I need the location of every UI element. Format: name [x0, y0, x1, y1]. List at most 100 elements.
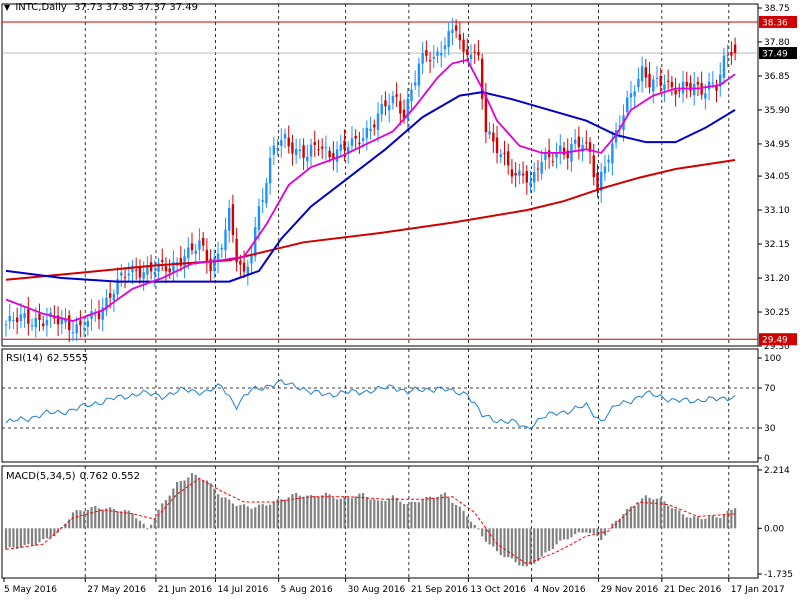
candle-bull[interactable]	[8, 315, 11, 322]
macd-bar[interactable]	[350, 498, 354, 529]
macd-bar[interactable]	[257, 504, 261, 529]
macd-bar[interactable]	[328, 494, 331, 529]
candle-bull[interactable]	[146, 266, 149, 275]
candle-bull[interactable]	[421, 53, 424, 64]
candle-bull[interactable]	[414, 82, 417, 86]
macd-bar[interactable]	[391, 495, 394, 529]
candle-bull[interactable]	[142, 272, 145, 279]
candle-bear[interactable]	[15, 317, 19, 323]
candle-bear[interactable]	[566, 150, 569, 159]
candle-bull[interactable]	[469, 54, 473, 60]
candle-bull[interactable]	[570, 144, 573, 162]
candle-bull[interactable]	[101, 307, 104, 320]
macd-bar[interactable]	[406, 503, 409, 529]
macd-bar[interactable]	[510, 528, 514, 559]
macd-bar[interactable]	[410, 501, 413, 529]
macd-bar[interactable]	[34, 528, 37, 546]
candle-bear[interactable]	[477, 51, 480, 56]
macd-bar[interactable]	[440, 494, 443, 529]
candle-bull[interactable]	[369, 128, 372, 132]
macd-bar[interactable]	[395, 497, 398, 529]
macd-bar[interactable]	[722, 514, 726, 529]
macd-bar[interactable]	[19, 528, 22, 548]
candle-bear[interactable]	[458, 34, 462, 41]
macd-bar[interactable]	[458, 506, 461, 529]
candle-bear[interactable]	[659, 75, 662, 86]
macd-bar[interactable]	[648, 497, 651, 529]
macd-bar[interactable]	[302, 496, 305, 529]
macd-bar[interactable]	[667, 505, 670, 529]
candle-bull[interactable]	[12, 319, 15, 321]
candle-bull[interactable]	[216, 253, 220, 262]
macd-bar[interactable]	[112, 509, 115, 529]
macd-bar[interactable]	[313, 495, 316, 529]
macd-bar[interactable]	[451, 502, 454, 529]
macd-bar[interactable]	[533, 528, 536, 564]
macd-bar[interactable]	[142, 523, 145, 529]
macd-bar[interactable]	[443, 492, 447, 529]
candle-bear[interactable]	[480, 58, 484, 99]
candle-bull[interactable]	[488, 131, 491, 135]
macd-bar[interactable]	[562, 528, 566, 540]
candle-bear[interactable]	[507, 151, 510, 166]
macd-bar[interactable]	[603, 528, 607, 536]
candle-bull[interactable]	[618, 125, 621, 128]
macd-bar[interactable]	[295, 492, 298, 529]
candle-bull[interactable]	[704, 93, 707, 99]
candle-bull[interactable]	[544, 151, 547, 160]
candle-bear[interactable]	[492, 132, 495, 142]
candle-bear[interactable]	[536, 168, 540, 170]
candle-bull[interactable]	[120, 272, 123, 276]
candle-bear[interactable]	[373, 124, 376, 128]
candle-bear[interactable]	[235, 238, 238, 263]
macd-bar[interactable]	[455, 504, 458, 529]
macd-bar[interactable]	[570, 528, 573, 538]
macd-bar[interactable]	[120, 511, 123, 529]
candle-bull[interactable]	[347, 147, 350, 154]
macd-bar[interactable]	[12, 528, 15, 548]
macd-bar[interactable]	[75, 510, 78, 529]
candle-bull[interactable]	[663, 84, 666, 90]
candle-bear[interactable]	[168, 268, 171, 273]
candle-bear[interactable]	[38, 313, 41, 320]
macd-bar[interactable]	[239, 504, 242, 529]
macd-bar[interactable]	[484, 528, 487, 542]
macd-bar[interactable]	[681, 514, 685, 529]
candle-bear[interactable]	[135, 269, 138, 271]
candle-bull[interactable]	[127, 273, 130, 276]
candle-bear[interactable]	[666, 80, 670, 82]
macd-bar[interactable]	[287, 497, 290, 529]
macd-bar[interactable]	[205, 480, 208, 529]
macd-bar[interactable]	[559, 528, 562, 541]
macd-bar[interactable]	[168, 495, 171, 529]
macd-bar[interactable]	[644, 495, 647, 529]
candle-bear[interactable]	[484, 94, 488, 133]
macd-bar[interactable]	[388, 498, 391, 529]
macd-bar[interactable]	[414, 502, 417, 529]
macd-signal-line[interactable]	[5, 477, 736, 565]
candle-bull[interactable]	[298, 149, 302, 152]
candle-bull[interactable]	[376, 113, 380, 130]
macd-bar[interactable]	[488, 528, 491, 545]
macd-bar[interactable]	[261, 504, 264, 529]
candle-bear[interactable]	[678, 90, 681, 92]
candle-bear[interactable]	[685, 82, 688, 87]
macd-bar[interactable]	[734, 508, 737, 529]
candle-bull[interactable]	[82, 328, 86, 330]
candle-bear[interactable]	[466, 49, 469, 55]
macd-bar[interactable]	[198, 478, 201, 529]
candle-bear[interactable]	[462, 39, 465, 52]
candle-bull[interactable]	[4, 324, 8, 326]
candle-bull[interactable]	[94, 314, 97, 316]
candle-bull[interactable]	[250, 255, 253, 264]
macd-bar[interactable]	[16, 528, 19, 549]
macd-bar[interactable]	[715, 517, 718, 529]
candle-bull[interactable]	[637, 78, 640, 88]
candle-bear[interactable]	[715, 84, 718, 91]
macd-bar[interactable]	[585, 528, 588, 533]
candle-bull[interactable]	[213, 257, 216, 272]
candle-bear[interactable]	[689, 82, 692, 91]
candle-bull[interactable]	[626, 97, 629, 113]
candle-bull[interactable]	[707, 81, 711, 90]
macd-bar[interactable]	[614, 520, 618, 529]
